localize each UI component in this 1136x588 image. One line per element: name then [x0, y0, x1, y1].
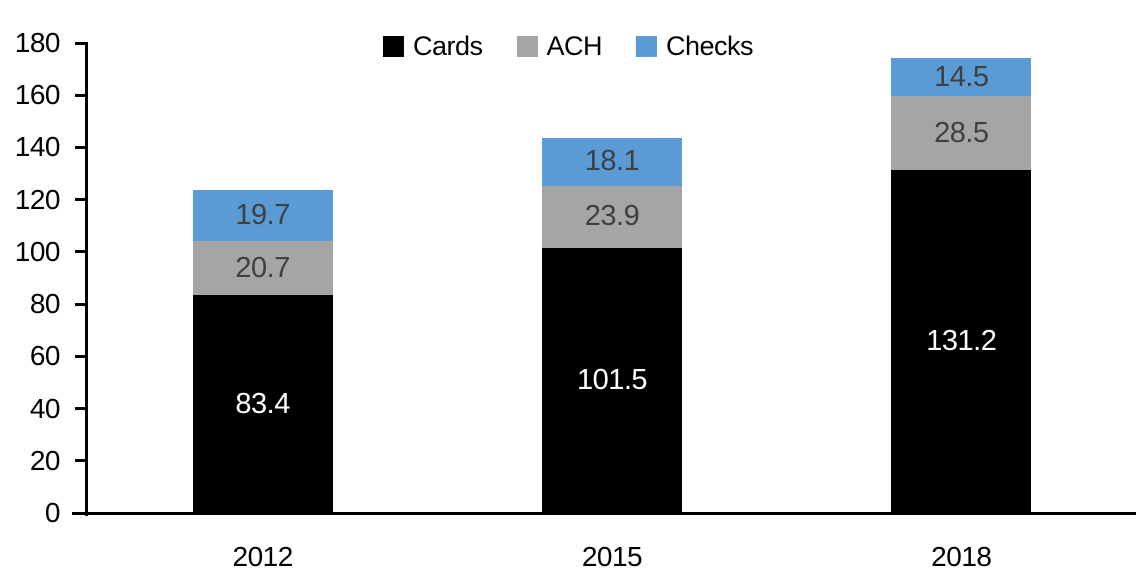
legend-item-ach: ACH [516, 31, 603, 61]
y-tick-label: 40 [29, 392, 61, 424]
y-tick-label: 80 [29, 288, 61, 320]
legend-swatch-icon [516, 36, 538, 57]
y-tick-label: 140 [14, 131, 61, 163]
bar-segment-ach: 28.5 [891, 96, 1032, 171]
y-tick-label: 160 [14, 79, 61, 111]
y-tick-label: 20 [29, 444, 61, 476]
y-tick-label: 100 [14, 235, 61, 267]
bar-value-label: 14.5 [934, 60, 989, 93]
y-tick [75, 198, 88, 202]
x-tick-label: 2015 [581, 541, 643, 572]
y-tick [75, 407, 88, 411]
chart-legend: Cards ACH Checks [382, 31, 754, 61]
bar-segment-ach: 23.9 [542, 185, 682, 248]
bar-segment-cards: 101.5 [542, 247, 682, 513]
legend-label: Cards [412, 31, 483, 61]
legend-item-cards: Cards [382, 31, 483, 61]
y-tick-label: 180 [14, 27, 61, 58]
bar-value-label: 101.5 [576, 363, 648, 396]
bar-segment-cards: 83.4 [192, 295, 333, 513]
bar-segment-checks: 19.7 [192, 189, 333, 242]
y-tick-label: 60 [29, 340, 61, 372]
y-tick [75, 302, 88, 306]
x-tick-label: 2012 [232, 541, 294, 572]
bar-value-label: 131.2 [926, 325, 997, 358]
y-tick [75, 459, 88, 463]
bar-value-label: 19.7 [235, 198, 290, 231]
bar-value-label: 83.4 [235, 387, 290, 420]
bar-value-label: 23.9 [584, 200, 640, 233]
y-tick [75, 250, 88, 254]
legend-swatch-icon [382, 36, 404, 57]
y-tick [75, 41, 88, 45]
bar-value-label: 18.1 [584, 145, 640, 178]
y-tick [75, 145, 88, 149]
legend-label: ACH [546, 31, 603, 61]
legend-item-checks: Checks [636, 31, 754, 61]
x-axis-line [72, 512, 1136, 515]
bar-value-label: 28.5 [934, 116, 989, 149]
x-tick-label: 2018 [931, 541, 992, 572]
y-tick [75, 511, 88, 515]
bar-segment-checks: 18.1 [542, 138, 682, 186]
y-tick [75, 354, 88, 358]
y-tick-label: 0 [44, 497, 61, 528]
y-axis-line [85, 43, 88, 516]
y-tick [75, 93, 88, 97]
bar-segment-checks: 14.5 [891, 58, 1032, 96]
bar-segment-ach: 20.7 [192, 241, 333, 296]
bar-segment-cards: 131.2 [891, 170, 1032, 513]
legend-swatch-icon [636, 36, 658, 57]
y-tick-label: 120 [14, 183, 61, 215]
legend-label: Checks [666, 31, 754, 61]
bar-value-label: 20.7 [235, 251, 290, 284]
